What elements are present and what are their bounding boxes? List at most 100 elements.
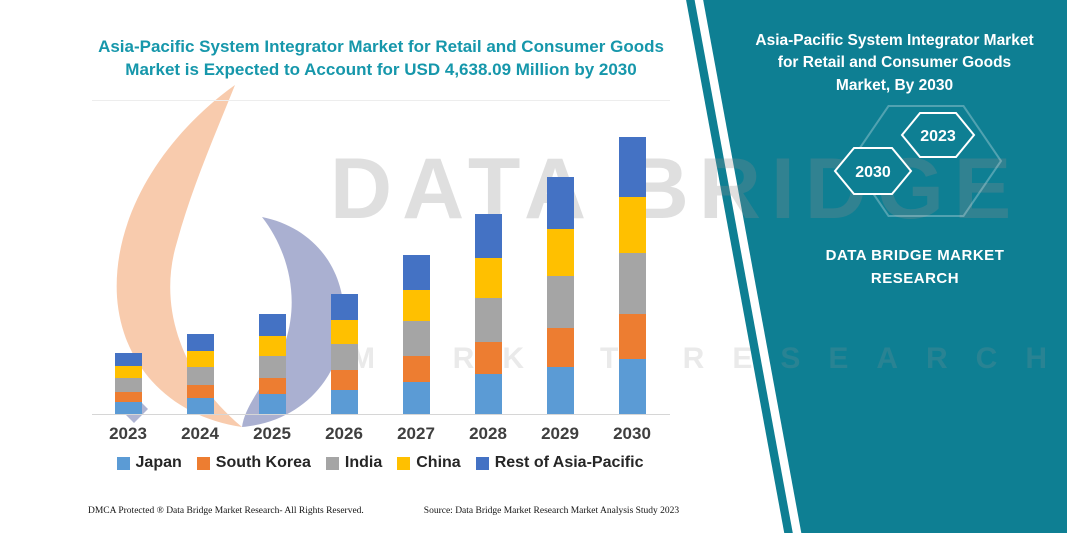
bar-segment: [330, 319, 358, 345]
bar-segment: [474, 341, 502, 375]
year-hexagons: 2030 2023: [833, 105, 1003, 217]
legend-label: India: [344, 454, 383, 471]
bar-segment: [186, 367, 214, 386]
bar-segment: [330, 344, 358, 371]
x-axis-label: 2028: [469, 424, 507, 443]
stacked-bar-2028: [474, 214, 502, 414]
legend-item: China: [397, 454, 461, 472]
bars-area: [92, 100, 670, 415]
bar-segment: [474, 374, 502, 414]
legend-item: India: [325, 454, 383, 472]
bar-segment: [258, 377, 286, 394]
bar-segment: [546, 328, 574, 367]
bar-column: [380, 101, 452, 414]
bar-segment: [186, 385, 214, 399]
bar-segment: [618, 359, 646, 414]
bar-column: [452, 101, 524, 414]
chart-legend: Japan South Korea India China Rest of Asia-P…: [80, 454, 680, 472]
bar-segment: [402, 255, 430, 290]
bar-column: [596, 101, 668, 414]
bar-segment: [330, 294, 358, 320]
bar-segment: [402, 382, 430, 414]
bar-column: [308, 101, 380, 414]
banner-title-line2: for Retail and Consumer Goods: [777, 54, 1012, 72]
bar-segment: [114, 353, 142, 366]
legend-swatch: [116, 456, 130, 470]
x-axis-label: 2023: [109, 424, 147, 443]
chart-title: Asia-Pacific System Integrator Market fo…: [92, 36, 670, 82]
legend-item: Rest of Asia-Pacific: [475, 454, 644, 472]
bar-segment: [114, 391, 142, 402]
legend-swatch: [196, 456, 210, 470]
legend-label: China: [416, 454, 461, 471]
bar-segment: [402, 321, 430, 357]
hexagon-2030: [833, 147, 913, 195]
bar-segment: [546, 177, 574, 229]
bar-segment: [258, 335, 286, 356]
bar-segment: [330, 370, 358, 391]
brand-name: DATA BRIDGE MARKET RESEARCH: [790, 245, 1040, 290]
bar-segment: [546, 366, 574, 414]
legend-swatch: [325, 456, 339, 470]
brand-name-line2: RESEARCH: [870, 269, 960, 287]
bar-segment: [474, 297, 502, 342]
bar-segment: [474, 257, 502, 298]
banner-title: Asia-Pacific System Integrator Market fo…: [732, 30, 1057, 97]
bar-segment: [186, 398, 214, 414]
bar-segment: [258, 313, 286, 336]
x-axis-label: 2026: [325, 424, 363, 443]
stacked-bar-2024: [186, 334, 214, 414]
bar-segment: [402, 356, 430, 383]
source-note: Source: Data Bridge Market Research Mark…: [423, 506, 680, 516]
stacked-bar-2027: [402, 255, 430, 414]
legend-label: South Korea: [215, 454, 311, 471]
stacked-bar-2023: [114, 353, 142, 414]
bar-segment: [546, 228, 574, 277]
bar-segment: [114, 401, 142, 414]
x-axis-label: 2030: [613, 424, 651, 443]
bar-column: [164, 101, 236, 414]
chart-title-line2: Market is Expected to Account for USD 4,…: [125, 59, 637, 79]
stacked-bar-2026: [330, 294, 358, 414]
legend-swatch: [397, 456, 411, 470]
legend-swatch: [475, 456, 489, 470]
legend-label: Rest of Asia-Pacific: [494, 454, 644, 471]
bar-segment: [258, 394, 286, 414]
legend-item: South Korea: [196, 454, 311, 472]
bar-segment: [618, 313, 646, 360]
stacked-bar-2025: [258, 313, 286, 414]
bar-segment: [114, 365, 142, 379]
hexagon-2030-label: 2030: [855, 164, 891, 181]
bar-segment: [402, 289, 430, 322]
watermark-marketresearch-text: MARKET RESEARCH: [350, 342, 1067, 375]
bar-segment: [546, 276, 574, 329]
bar-column: [524, 101, 596, 414]
bar-segment: [186, 351, 214, 368]
bar-segment: [330, 390, 358, 414]
x-axis-labels: 2023 2024 2025 2026 2027 2028 2029 2030: [92, 424, 670, 444]
hexagon-outline-decorative: [849, 105, 1003, 217]
legend-label: Japan: [135, 454, 182, 471]
x-axis-label: 2024: [181, 424, 219, 443]
bar-segment: [258, 355, 286, 378]
bar-segment: [114, 378, 142, 392]
bar-segment: [618, 137, 646, 198]
bar-segment: [618, 197, 646, 254]
bar-column: [236, 101, 308, 414]
x-axis-label: 2025: [253, 424, 291, 443]
dmca-notice: DMCA Protected ® Data Bridge Market Rese…: [88, 506, 364, 516]
brand-name-line1: DATA BRIDGE MARKET: [825, 247, 1005, 264]
banner-title-line3: Market, By 2030: [835, 76, 954, 94]
bar-segment: [186, 334, 214, 352]
stacked-bar-2030: [618, 137, 646, 414]
stacked-bar-2029: [546, 177, 574, 414]
chart-title-line1: Asia-Pacific System Integrator Market fo…: [98, 37, 664, 56]
x-axis-label: 2029: [541, 424, 579, 443]
legend-item: Japan: [116, 454, 182, 472]
hexagon-2023: [900, 112, 976, 158]
hexagon-2023-label: 2023: [920, 128, 956, 145]
bar-column: [92, 101, 164, 414]
x-axis-label: 2027: [397, 424, 435, 443]
bar-segment: [618, 253, 646, 314]
